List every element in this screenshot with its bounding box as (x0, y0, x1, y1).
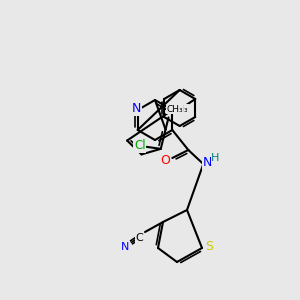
Text: CH₃: CH₃ (166, 105, 183, 114)
Text: H: H (211, 153, 220, 163)
Text: N: N (202, 157, 212, 169)
Text: N: N (132, 103, 141, 116)
Text: S: S (205, 239, 213, 253)
Text: CH₃: CH₃ (172, 104, 189, 113)
Text: C: C (135, 233, 143, 243)
Text: N: N (121, 242, 129, 252)
Text: Cl: Cl (134, 140, 146, 152)
Text: O: O (160, 154, 170, 167)
